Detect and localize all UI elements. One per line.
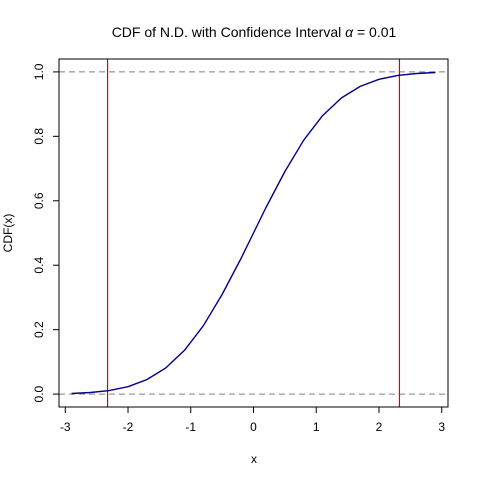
y-tick-label: 0.4	[32, 257, 46, 274]
x-tick-label: 2	[376, 420, 383, 434]
y-tick-label: 1.0	[32, 63, 46, 80]
series-group	[71, 71, 436, 395]
x-tick-label: 3	[438, 420, 445, 434]
chart-title: CDF of N.D. with Confidence Interval α =…	[112, 24, 397, 40]
x-tick-label: 1	[313, 420, 320, 434]
y-tick-label: 0.0	[32, 385, 46, 402]
chart-title-alpha-symbol: α	[345, 24, 354, 40]
x-axis: -3 -2 -1 0 1 2 3	[60, 407, 445, 434]
y-tick-label: 0.8	[32, 128, 46, 145]
x-tick-label: -2	[123, 420, 134, 434]
reference-lines	[59, 59, 448, 407]
y-axis: 0.0 0.2 0.4 0.6 0.8 1.0	[32, 63, 59, 402]
y-axis-label: CDF(x)	[1, 214, 15, 253]
x-tick-label: -1	[185, 420, 196, 434]
chart-title-suffix: = 0.01	[353, 24, 396, 40]
x-tick-label: 0	[250, 420, 257, 434]
y-tick-label: 0.2	[32, 321, 46, 338]
y-tick-label: 0.6	[32, 192, 46, 209]
cdf-series-line-0	[71, 71, 436, 395]
x-tick-label: -3	[60, 420, 71, 434]
x-axis-label: x	[251, 452, 257, 466]
chart-title-prefix: CDF of N.D. with Confidence Interval	[112, 24, 345, 40]
